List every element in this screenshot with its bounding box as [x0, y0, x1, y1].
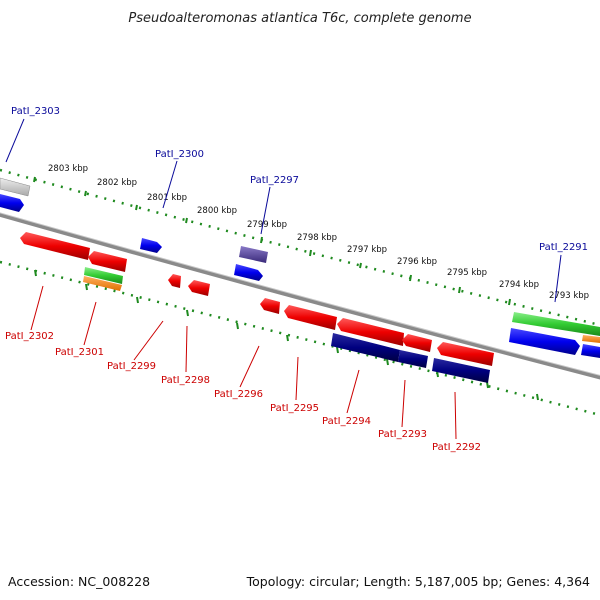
gene-label[interactable]: PatI_2297: [250, 175, 299, 186]
gene-patl-2303-grey: [0, 177, 31, 197]
gene-patl-2301-red: [88, 251, 127, 272]
gene-label[interactable]: PatI_2303: [11, 106, 60, 117]
gene-label[interactable]: PatI_2300: [155, 149, 204, 160]
gene-patl-2291-green: [512, 312, 600, 336]
gene-patl-2301-green: [84, 267, 123, 284]
gene-patl-2296: [260, 298, 280, 314]
gene-orange-right: [582, 335, 600, 343]
reverse-genes: [20, 232, 494, 383]
outer-major-ticks: [33, 176, 511, 306]
gene-label[interactable]: PatI_2295: [270, 403, 319, 414]
gene-label[interactable]: PatI_2296: [214, 389, 263, 400]
scale-label: 2803 kbp: [48, 164, 88, 174]
scale-label: 2795 kbp: [447, 268, 487, 278]
gene-patl-2292: [432, 358, 490, 383]
map-title: Pseudoalteromonas atlantica T6c, complet…: [128, 11, 471, 26]
gene-label[interactable]: PatI_2299: [107, 361, 156, 372]
scale-label: 2794 kbp: [499, 280, 539, 290]
gene-label[interactable]: PatI_2294: [322, 416, 371, 427]
scale-label: 2802 kbp: [97, 178, 137, 188]
gene-patl-2291: [509, 328, 580, 355]
gene-patl-2297: [234, 264, 263, 281]
gene-patl-2300: [140, 238, 162, 253]
gene-patl-2293: [398, 350, 428, 368]
gene-patl-2295: [284, 305, 337, 330]
gene-patl-2293-red: [402, 334, 432, 352]
gene-patl-2294: [331, 333, 400, 362]
top-leader-lines: [5, 118, 562, 303]
gene-patl-2294-red: [337, 318, 404, 346]
scale-labels: 2803 kbp 2802 kbp 2801 kbp 2800 kbp 2799…: [48, 164, 589, 301]
gene-blue-right: [581, 344, 600, 358]
scale-label: 2799 kbp: [247, 220, 287, 230]
gene-patl-2299: [168, 274, 181, 288]
gene-label[interactable]: PatI_2292: [432, 442, 481, 453]
gene-label[interactable]: PatI_2301: [55, 347, 104, 358]
scale-label: 2798 kbp: [297, 233, 337, 243]
accession-text: Accession: NC_008228: [8, 574, 150, 589]
scale-label: 2793 kbp: [549, 291, 589, 301]
gene-label[interactable]: PatI_2293: [378, 429, 427, 440]
outer-tick-ring: [0, 168, 600, 327]
scale-label: 2800 kbp: [197, 206, 237, 216]
bottom-gene-labels: PatI_2302 PatI_2301 PatI_2299 PatI_2298 …: [5, 331, 481, 453]
gene-label[interactable]: PatI_2291: [539, 242, 588, 253]
gene-patl-2303: [0, 194, 24, 212]
gene-label[interactable]: PatI_2298: [161, 375, 210, 386]
forward-genes: [0, 177, 600, 358]
inner-major-ticks: [34, 269, 539, 401]
gene-patl-2298: [188, 280, 210, 296]
bottom-leader-lines: [30, 285, 457, 440]
gene-patl-2297-purple: [239, 246, 268, 263]
genome-summary-text: Topology: circular; Length: 5,187,005 bp…: [246, 574, 590, 589]
scale-label: 2796 kbp: [397, 257, 437, 267]
scale-label: 2797 kbp: [347, 245, 387, 255]
genome-backbone: [0, 212, 600, 380]
scale-label: 2801 kbp: [147, 193, 187, 203]
top-gene-labels: PatI_2303 PatI_2300 PatI_2297 PatI_2291: [11, 106, 588, 253]
gene-patl-2302: [20, 232, 90, 260]
gene-label[interactable]: PatI_2302: [5, 331, 54, 342]
gene-patl-2301-orange: [83, 276, 122, 291]
gene-patl-2292-red: [437, 342, 494, 366]
